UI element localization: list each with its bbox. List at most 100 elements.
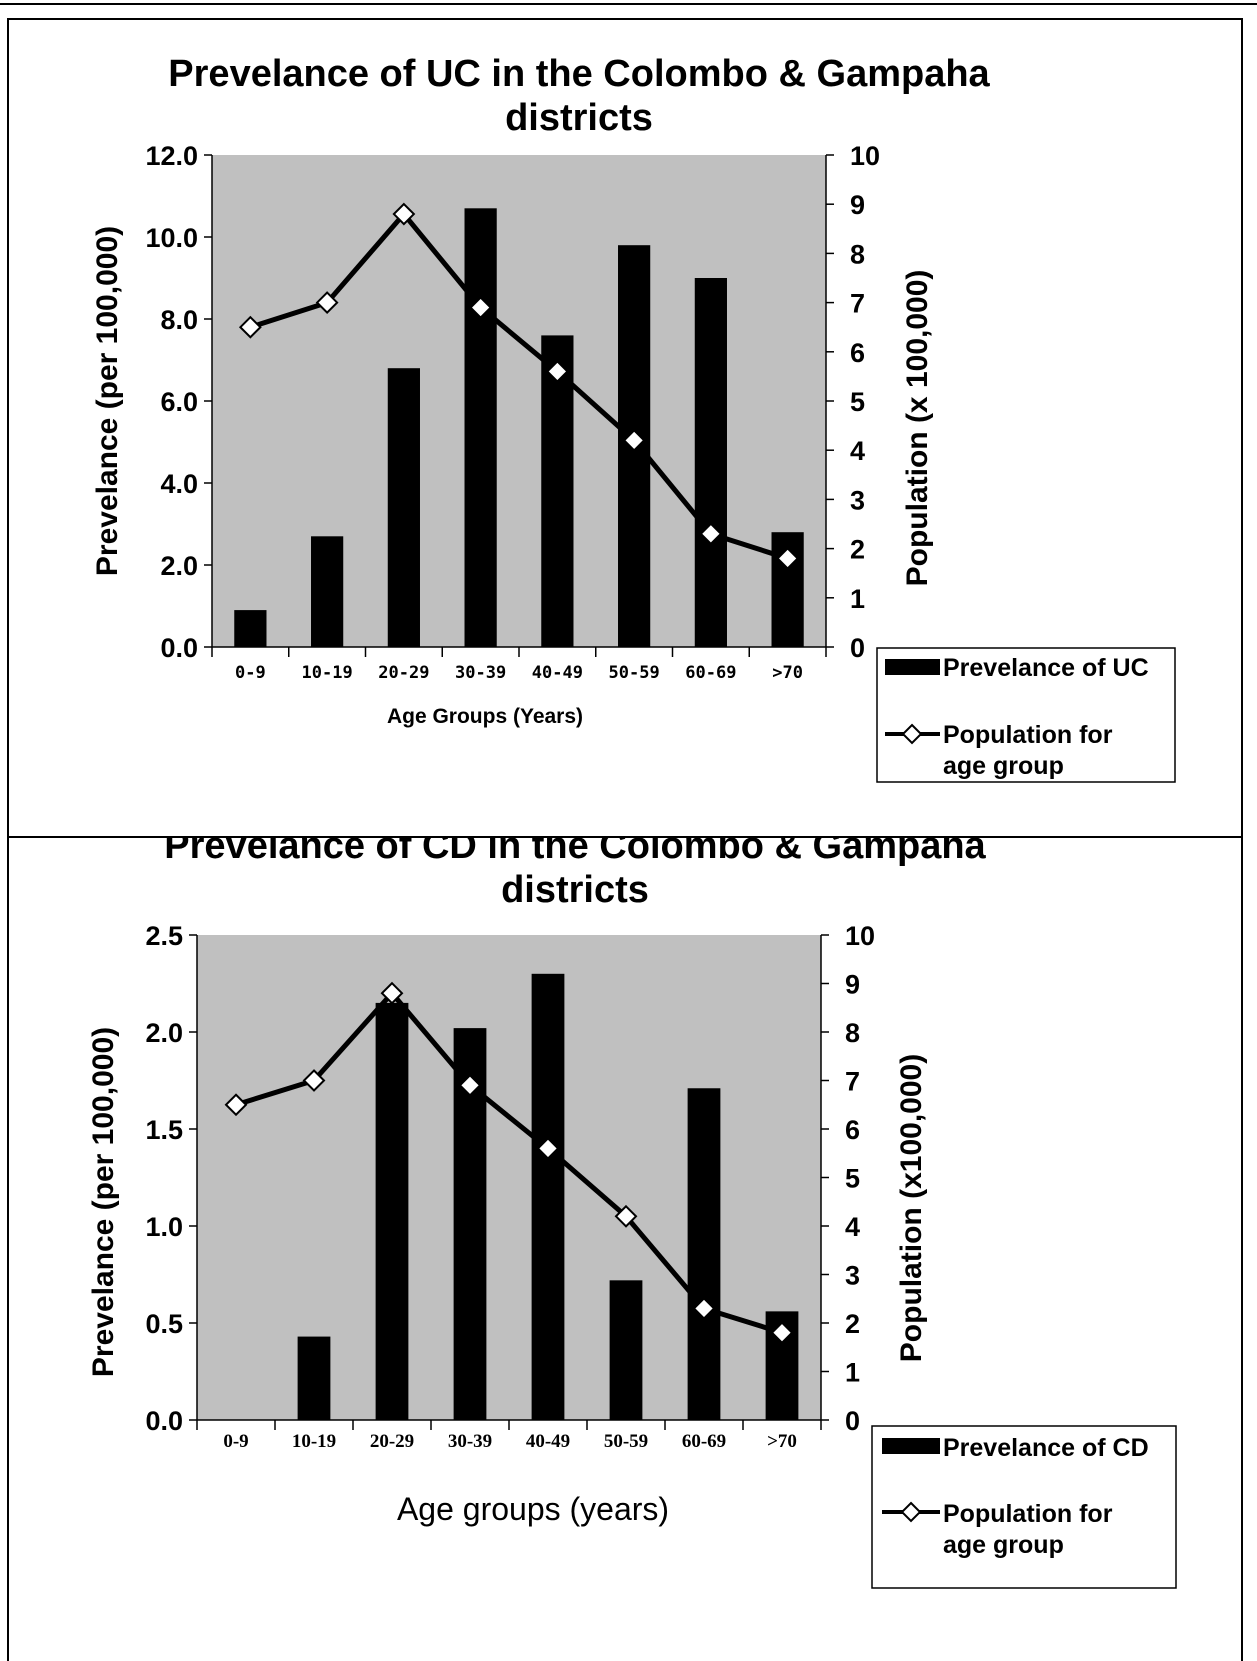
right-tick-label: 2 — [845, 1309, 860, 1339]
bar — [609, 1280, 643, 1420]
bar — [297, 1336, 331, 1420]
x-tick-label: 30-39 — [455, 663, 506, 683]
line-series — [238, 202, 800, 570]
right-tick-label: 10 — [850, 141, 880, 171]
x-tick-label: >70 — [767, 1431, 797, 1452]
bar — [375, 1002, 409, 1420]
x-tick-label: 20-29 — [378, 663, 429, 683]
population-point — [545, 360, 569, 383]
chart-title-line2: districts — [501, 869, 649, 911]
bar — [687, 1088, 721, 1420]
right-tick-label: 3 — [850, 485, 865, 515]
population-point — [224, 1093, 248, 1117]
right-tick-label: 4 — [850, 436, 865, 466]
right-tick-label: 5 — [850, 387, 865, 417]
left-tick-label: 10.0 — [145, 223, 198, 253]
legend-bar-label: Prevelance of UC — [943, 654, 1149, 682]
bar — [387, 368, 420, 647]
left-y-ticks: 0.0 2.0 4.0 6.0 8.0 10.0 12.0 — [145, 141, 212, 663]
population-point — [315, 291, 339, 315]
legend-bar-label: Prevelance of CD — [943, 1434, 1149, 1462]
left-tick-label: 0.0 — [160, 633, 198, 663]
population-line — [235, 990, 783, 1336]
left-tick-label: 1.0 — [145, 1212, 183, 1242]
population-point — [622, 428, 646, 452]
left-tick-label: 8.0 — [160, 305, 198, 335]
uc-chart: Prevelance of UC in the Colombo & Gampah… — [91, 53, 1176, 783]
legend-bar-swatch — [882, 1438, 940, 1454]
population-point — [536, 1136, 560, 1160]
right-tick-label: 10 — [845, 921, 875, 951]
population-point — [302, 1069, 326, 1092]
line-series — [224, 981, 794, 1345]
legend-diamond-marker — [900, 1501, 922, 1523]
right-y-ticks: 0 1 2 3 4 5 6 7 8 9 10 — [826, 141, 880, 663]
legend-diamond-marker — [901, 723, 923, 745]
right-tick-label: 4 — [845, 1212, 860, 1242]
right-tick-label: 9 — [845, 970, 860, 1000]
x-tick-label: 60-69 — [685, 663, 736, 683]
right-y-ticks: 0 1 2 3 4 5 6 7 8 9 10 — [821, 921, 875, 1436]
left-tick-label: 0.5 — [145, 1309, 183, 1339]
right-tick-label: 2 — [850, 535, 865, 565]
x-tick-label: 50-59 — [604, 1431, 648, 1452]
left-tick-label: 1.5 — [145, 1115, 183, 1145]
population-point — [770, 1321, 794, 1345]
right-tick-label: 6 — [850, 338, 865, 368]
x-axis-title: Age groups (years) — [397, 1491, 669, 1527]
left-axis-title: Prevelance (per 100,000) — [91, 226, 124, 576]
population-point — [614, 1204, 638, 1228]
population-point — [699, 522, 723, 546]
left-tick-label: 2.0 — [145, 1018, 183, 1048]
population-point — [392, 202, 416, 226]
chart-title-line2: districts — [505, 97, 653, 139]
right-tick-label: 5 — [845, 1164, 860, 1194]
cd-chart-panel: Prevelance of CD in the Colombo & Gampah… — [7, 836, 1243, 1661]
x-tick-label: >70 — [772, 663, 803, 683]
plot-background — [197, 935, 821, 1420]
right-tick-label: 8 — [850, 239, 865, 269]
x-tick-label: 40-49 — [532, 663, 583, 683]
plot-background — [212, 155, 826, 647]
x-tick-label: 10-19 — [302, 663, 353, 683]
left-tick-label: 6.0 — [160, 387, 198, 417]
left-tick-label: 12.0 — [145, 141, 198, 171]
population-line — [249, 211, 789, 561]
x-tick-label: 60-69 — [682, 1431, 726, 1452]
bar — [694, 278, 727, 647]
left-tick-label: 2.5 — [145, 921, 183, 951]
bar — [234, 610, 267, 647]
population-point — [238, 315, 262, 339]
legend-line-label-line1: Population for — [943, 1500, 1113, 1528]
x-tick-label: 20-29 — [370, 1431, 414, 1452]
plot-area — [212, 155, 826, 647]
cd-chart: Prevelance of CD in the Colombo & Gampah… — [87, 838, 1177, 1589]
right-tick-label: 9 — [850, 190, 865, 220]
legend: Prevelance of UC Population for age grou… — [876, 647, 1176, 783]
right-tick-label: 8 — [845, 1018, 860, 1048]
uc-chart-panel: Prevelance of UC in the Colombo & Gampah… — [7, 18, 1243, 838]
bar — [311, 536, 344, 647]
x-ticks: 0-9 10-19 20-29 30-39 40-49 50-59 60-69 >70 — [196, 1420, 822, 1452]
x-tick-label: 50-59 — [609, 663, 660, 683]
right-tick-label: 7 — [845, 1067, 860, 1097]
legend-line-label-line2: age group — [943, 752, 1064, 780]
chart-title-line1: Prevelance of CD in the Colombo & Gampah… — [164, 838, 986, 867]
chart-title-line1: Prevelance of UC in the Colombo & Gampah… — [168, 53, 990, 95]
left-tick-label: 4.0 — [160, 469, 198, 499]
right-tick-label: 7 — [850, 289, 865, 319]
bar — [531, 973, 565, 1420]
legend: Prevelance of CD Population for age grou… — [871, 1425, 1177, 1589]
x-ticks: 0-9 10-19 20-29 30-39 40-49 50-59 60-69 >70 — [211, 647, 827, 683]
population-point — [692, 1297, 716, 1320]
right-tick-label: 1 — [845, 1358, 860, 1388]
right-tick-label: 3 — [845, 1261, 860, 1291]
bar — [464, 208, 497, 648]
right-axis-title: Population (x100,000) — [895, 1054, 928, 1362]
x-tick-label: 0-9 — [223, 1431, 248, 1452]
x-axis-title: Age Groups (Years) — [387, 705, 583, 728]
left-tick-label: 0.0 — [145, 1406, 183, 1436]
population-point — [776, 547, 800, 570]
legend-line-label-line2: age group — [943, 1531, 1064, 1559]
top-rule — [0, 3, 1257, 5]
